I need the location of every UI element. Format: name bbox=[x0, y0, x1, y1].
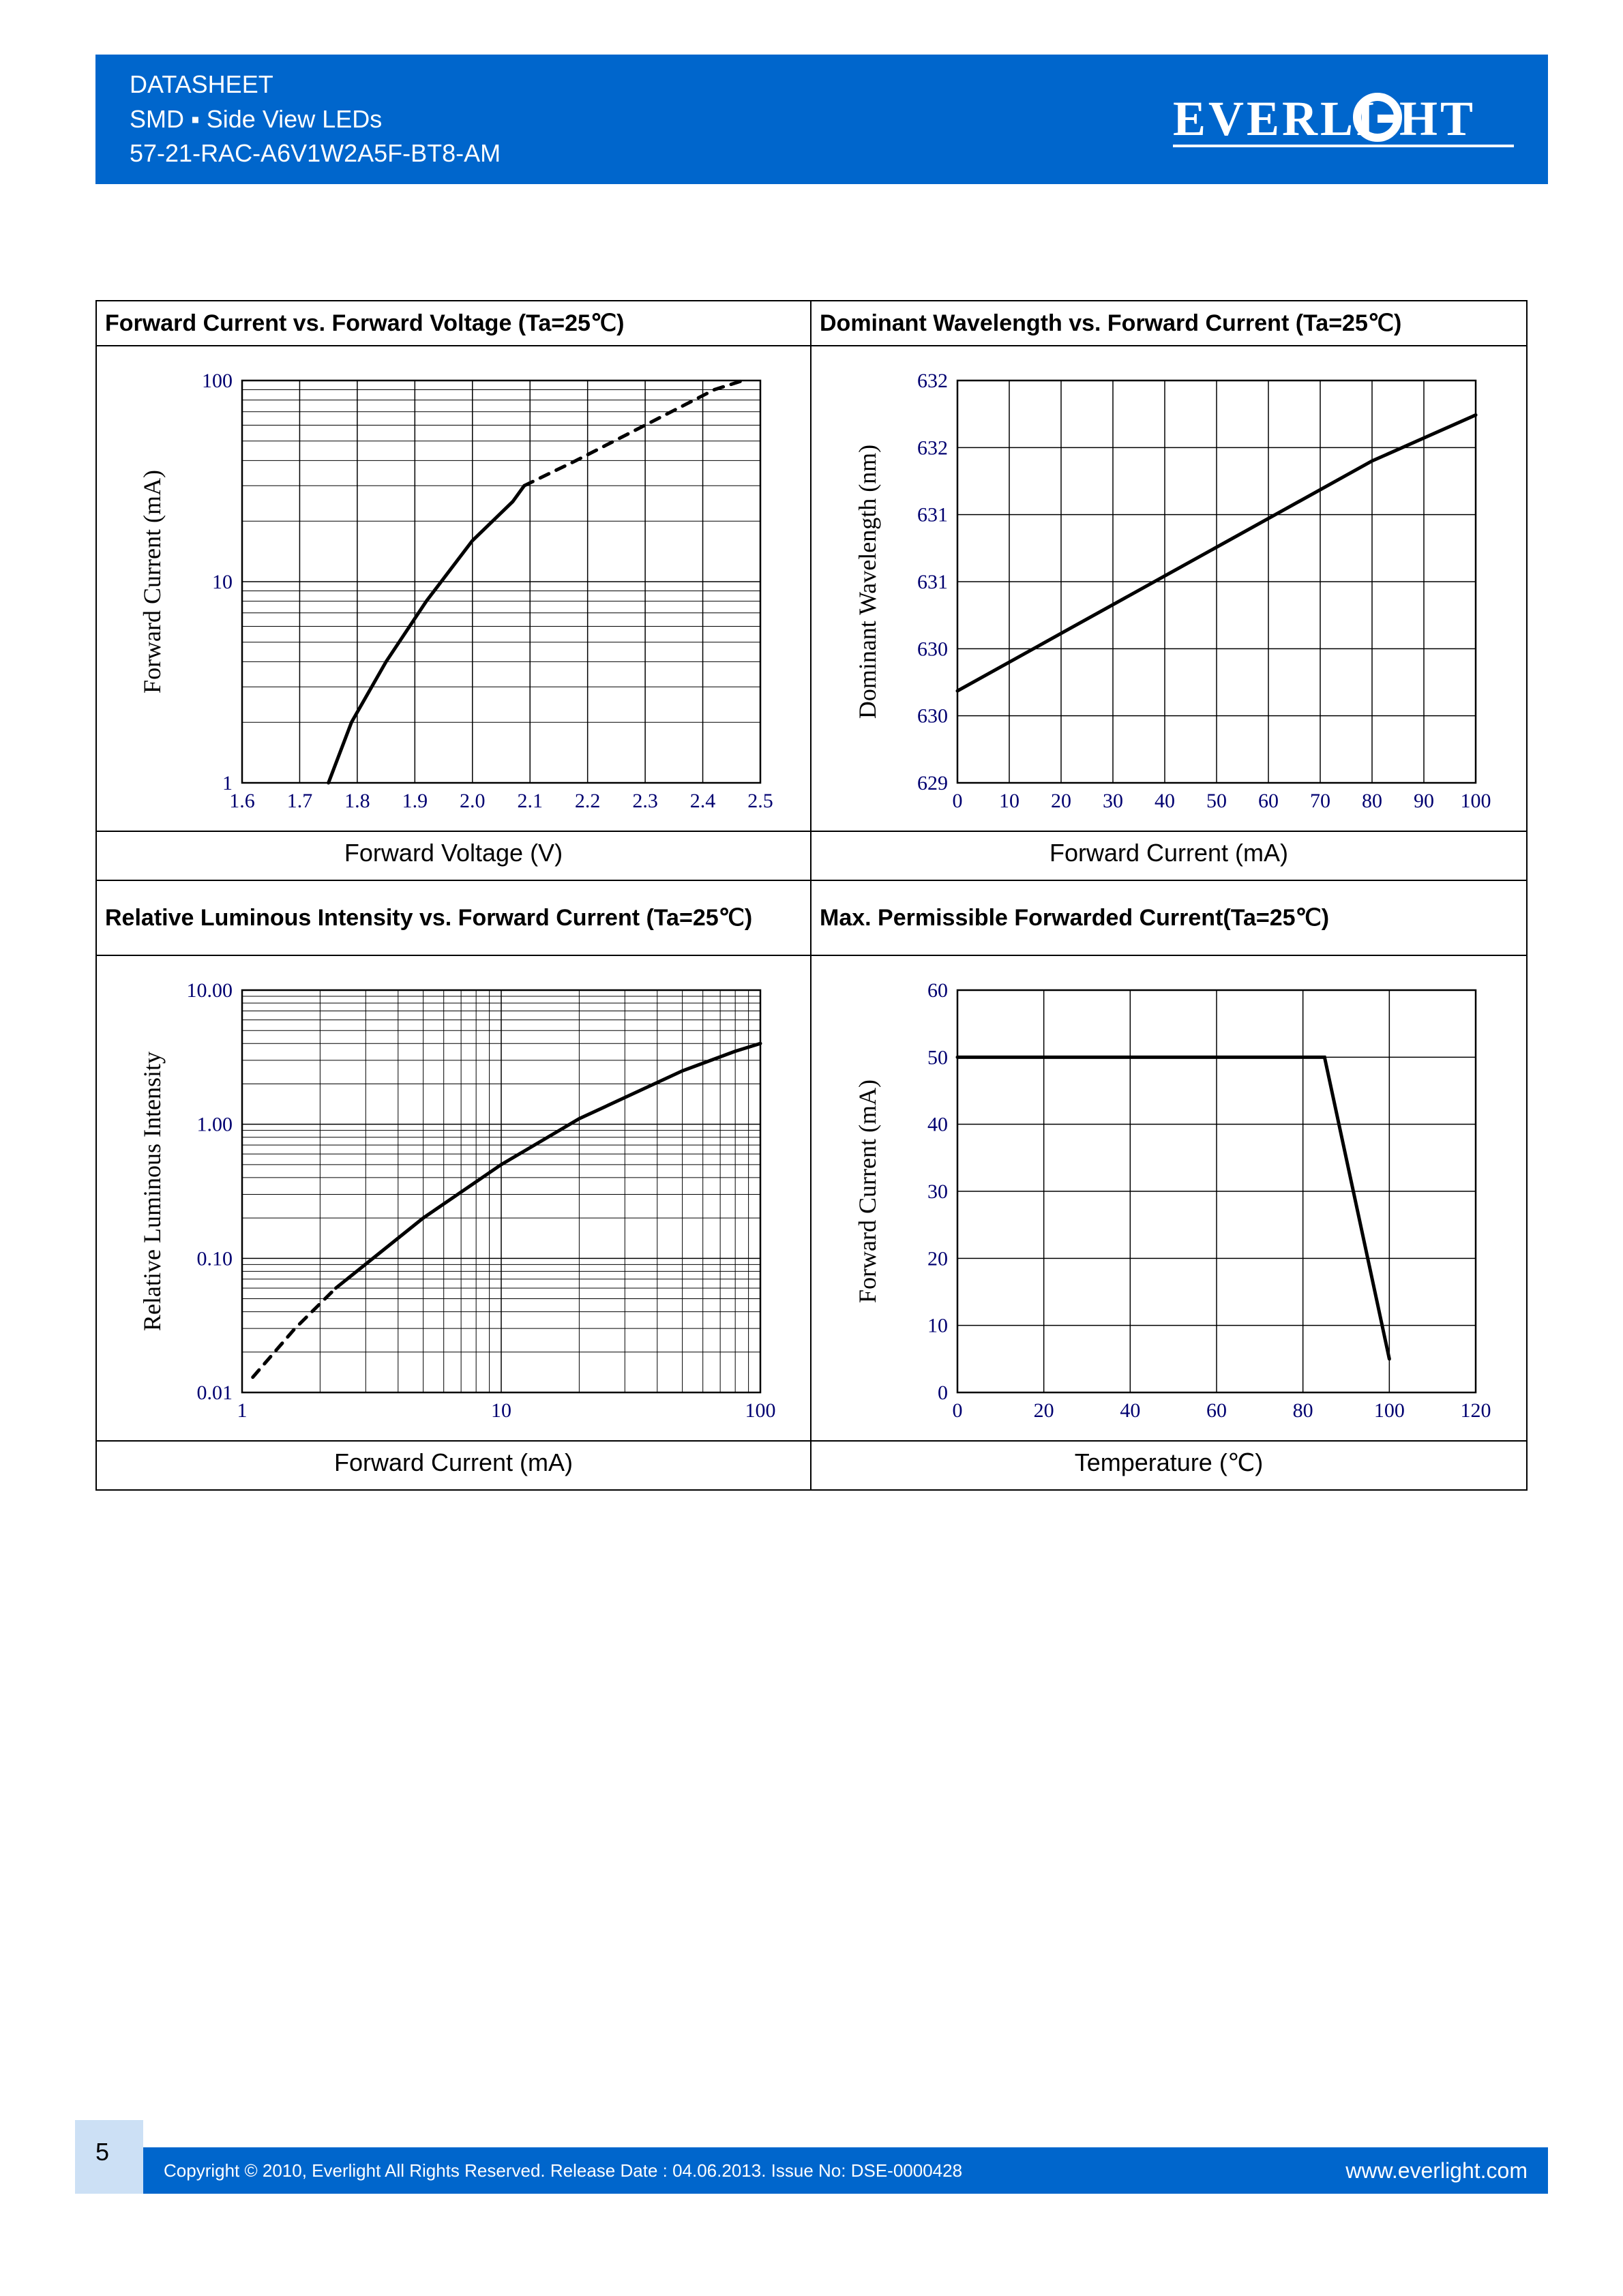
header-line-3: 57-21-RAC-A6V1W2A5F-BT8-AM bbox=[130, 136, 501, 170]
svg-text:60: 60 bbox=[1258, 790, 1279, 812]
svg-text:2.1: 2.1 bbox=[517, 790, 543, 812]
chart-3-svg: 1 10 100 0.01 0.10 1.00 10.00 Relative Luminous… bbox=[126, 970, 781, 1433]
chart-4-svg: 0 20 40 60 80 100 120 0 10 20 30 40 50 60 Forward Curr… bbox=[842, 970, 1496, 1433]
svg-text:100: 100 bbox=[1461, 790, 1491, 812]
header-line-1: DATASHEET bbox=[130, 68, 501, 102]
svg-text:10: 10 bbox=[212, 571, 233, 593]
svg-text:100: 100 bbox=[745, 1399, 776, 1422]
chart-4-title: Max. Permissible Forwarded Current(Ta=25… bbox=[812, 881, 1526, 956]
svg-text:100: 100 bbox=[1374, 1399, 1405, 1422]
chart-3-title: Relative Luminous Intensity vs. Forward … bbox=[97, 881, 810, 956]
svg-text:1.6: 1.6 bbox=[229, 790, 255, 812]
svg-text:40: 40 bbox=[1120, 1399, 1140, 1422]
svg-text:60: 60 bbox=[927, 979, 948, 1002]
chart-4-body: 0 20 40 60 80 100 120 0 10 20 30 40 50 60 Forward Curr… bbox=[812, 956, 1526, 1440]
chart-2-body: 0 10 20 30 40 50 60 70 80 90 100 629 630 630 631 631 632… bbox=[812, 346, 1526, 831]
svg-text:Forward Current (mA): Forward Current (mA) bbox=[138, 470, 166, 694]
svg-text:120: 120 bbox=[1461, 1399, 1491, 1422]
svg-text:20: 20 bbox=[1034, 1399, 1054, 1422]
svg-text:Forward Current (mA): Forward Current (mA) bbox=[854, 1079, 881, 1303]
footer-copyright: Copyright © 2010, Everlight All Rights R… bbox=[164, 2160, 962, 2181]
svg-text:Dominant Wavelength (nm): Dominant Wavelength (nm) bbox=[854, 445, 881, 719]
svg-text:EVERLI: EVERLI bbox=[1173, 91, 1378, 146]
page-number: 5 bbox=[95, 2138, 109, 2166]
chart-grid: Forward Current vs. Forward Voltage (Ta=… bbox=[95, 300, 1528, 1491]
svg-text:40: 40 bbox=[1155, 790, 1175, 812]
svg-text:1.00: 1.00 bbox=[197, 1114, 233, 1136]
svg-text:50: 50 bbox=[927, 1046, 948, 1069]
charts-container: Forward Current vs. Forward Voltage (Ta=… bbox=[95, 300, 1528, 1491]
svg-text:80: 80 bbox=[1293, 1399, 1313, 1422]
chart-2-title: Dominant Wavelength vs. Forward Current … bbox=[812, 301, 1526, 346]
svg-text:50: 50 bbox=[1206, 790, 1227, 812]
svg-text:Relative Luminous Intensity: Relative Luminous Intensity bbox=[138, 1052, 166, 1331]
svg-text:1.9: 1.9 bbox=[402, 790, 428, 812]
everlight-logo-icon: EVERLI HT bbox=[1173, 89, 1514, 150]
header-bar: DATASHEET SMD ▪ Side View LEDs 57-21-RAC… bbox=[95, 55, 1548, 184]
svg-text:2.5: 2.5 bbox=[747, 790, 773, 812]
svg-text:632: 632 bbox=[917, 436, 948, 459]
chart-1-xlabel: Forward Voltage (V) bbox=[97, 831, 810, 880]
chart-3-body: 1 10 100 0.01 0.10 1.00 10.00 Relative Luminous… bbox=[97, 956, 810, 1440]
svg-text:1: 1 bbox=[237, 1399, 248, 1422]
svg-text:20: 20 bbox=[927, 1247, 948, 1270]
chart-2-svg: 0 10 20 30 40 50 60 70 80 90 100 629 630 630 631 631 632… bbox=[842, 360, 1496, 824]
footer-bar: Copyright © 2010, Everlight All Rights R… bbox=[75, 2147, 1548, 2194]
page: DATASHEET SMD ▪ Side View LEDs 57-21-RAC… bbox=[0, 0, 1623, 2296]
chart-3-xlabel: Forward Current (mA) bbox=[97, 1440, 810, 1489]
chart-cell-2: Dominant Wavelength vs. Forward Current … bbox=[812, 301, 1526, 881]
svg-text:40: 40 bbox=[927, 1114, 948, 1136]
svg-text:1.8: 1.8 bbox=[344, 790, 370, 812]
chart-cell-3: Relative Luminous Intensity vs. Forward … bbox=[97, 881, 812, 1489]
svg-text:629: 629 bbox=[917, 772, 948, 794]
chart-1-body: 1.6 1.7 1.8 1.9 2.0 2.1 2.2 2.3 2.4 2.5 1 10 100 Forw… bbox=[97, 346, 810, 831]
chart-cell-4: Max. Permissible Forwarded Current(Ta=25… bbox=[812, 881, 1526, 1489]
svg-text:630: 630 bbox=[917, 638, 948, 660]
svg-text:30: 30 bbox=[1103, 790, 1123, 812]
svg-text:2.4: 2.4 bbox=[690, 790, 716, 812]
svg-text:30: 30 bbox=[927, 1180, 948, 1203]
chart-1-title: Forward Current vs. Forward Voltage (Ta=… bbox=[97, 301, 810, 346]
chart-1-svg: 1.6 1.7 1.8 1.9 2.0 2.1 2.2 2.3 2.4 2.5 1 10 100 Forw… bbox=[126, 360, 781, 824]
svg-text:10: 10 bbox=[927, 1315, 948, 1337]
svg-text:1: 1 bbox=[222, 772, 233, 794]
svg-text:90: 90 bbox=[1414, 790, 1434, 812]
svg-text:2.2: 2.2 bbox=[575, 790, 601, 812]
logo: EVERLI HT bbox=[1173, 89, 1514, 150]
svg-text:632: 632 bbox=[917, 370, 948, 392]
svg-text:70: 70 bbox=[1310, 790, 1330, 812]
svg-text:0.01: 0.01 bbox=[197, 1382, 233, 1404]
svg-text:0.10: 0.10 bbox=[197, 1247, 233, 1270]
svg-text:0: 0 bbox=[938, 1382, 948, 1404]
footer-url: www.everlight.com bbox=[1345, 2158, 1528, 2183]
svg-text:10.00: 10.00 bbox=[187, 979, 233, 1002]
svg-text:2.3: 2.3 bbox=[632, 790, 658, 812]
svg-text:10: 10 bbox=[491, 1399, 511, 1422]
svg-text:2.0: 2.0 bbox=[460, 790, 486, 812]
svg-text:0: 0 bbox=[953, 1399, 963, 1422]
svg-text:100: 100 bbox=[202, 370, 233, 392]
svg-text:HT: HT bbox=[1399, 91, 1476, 146]
svg-text:631: 631 bbox=[917, 571, 948, 593]
svg-text:1.7: 1.7 bbox=[287, 790, 313, 812]
svg-text:20: 20 bbox=[1051, 790, 1071, 812]
chart-2-xlabel: Forward Current (mA) bbox=[812, 831, 1526, 880]
header-text-block: DATASHEET SMD ▪ Side View LEDs 57-21-RAC… bbox=[130, 68, 501, 170]
svg-text:0: 0 bbox=[953, 790, 963, 812]
chart-4-xlabel: Temperature (℃) bbox=[812, 1440, 1526, 1489]
svg-text:10: 10 bbox=[999, 790, 1019, 812]
svg-text:631: 631 bbox=[917, 504, 948, 526]
svg-text:630: 630 bbox=[917, 705, 948, 728]
svg-text:60: 60 bbox=[1206, 1399, 1227, 1422]
header-line-2: SMD ▪ Side View LEDs bbox=[130, 102, 501, 136]
svg-text:80: 80 bbox=[1362, 790, 1382, 812]
chart-cell-1: Forward Current vs. Forward Voltage (Ta=… bbox=[97, 301, 812, 881]
